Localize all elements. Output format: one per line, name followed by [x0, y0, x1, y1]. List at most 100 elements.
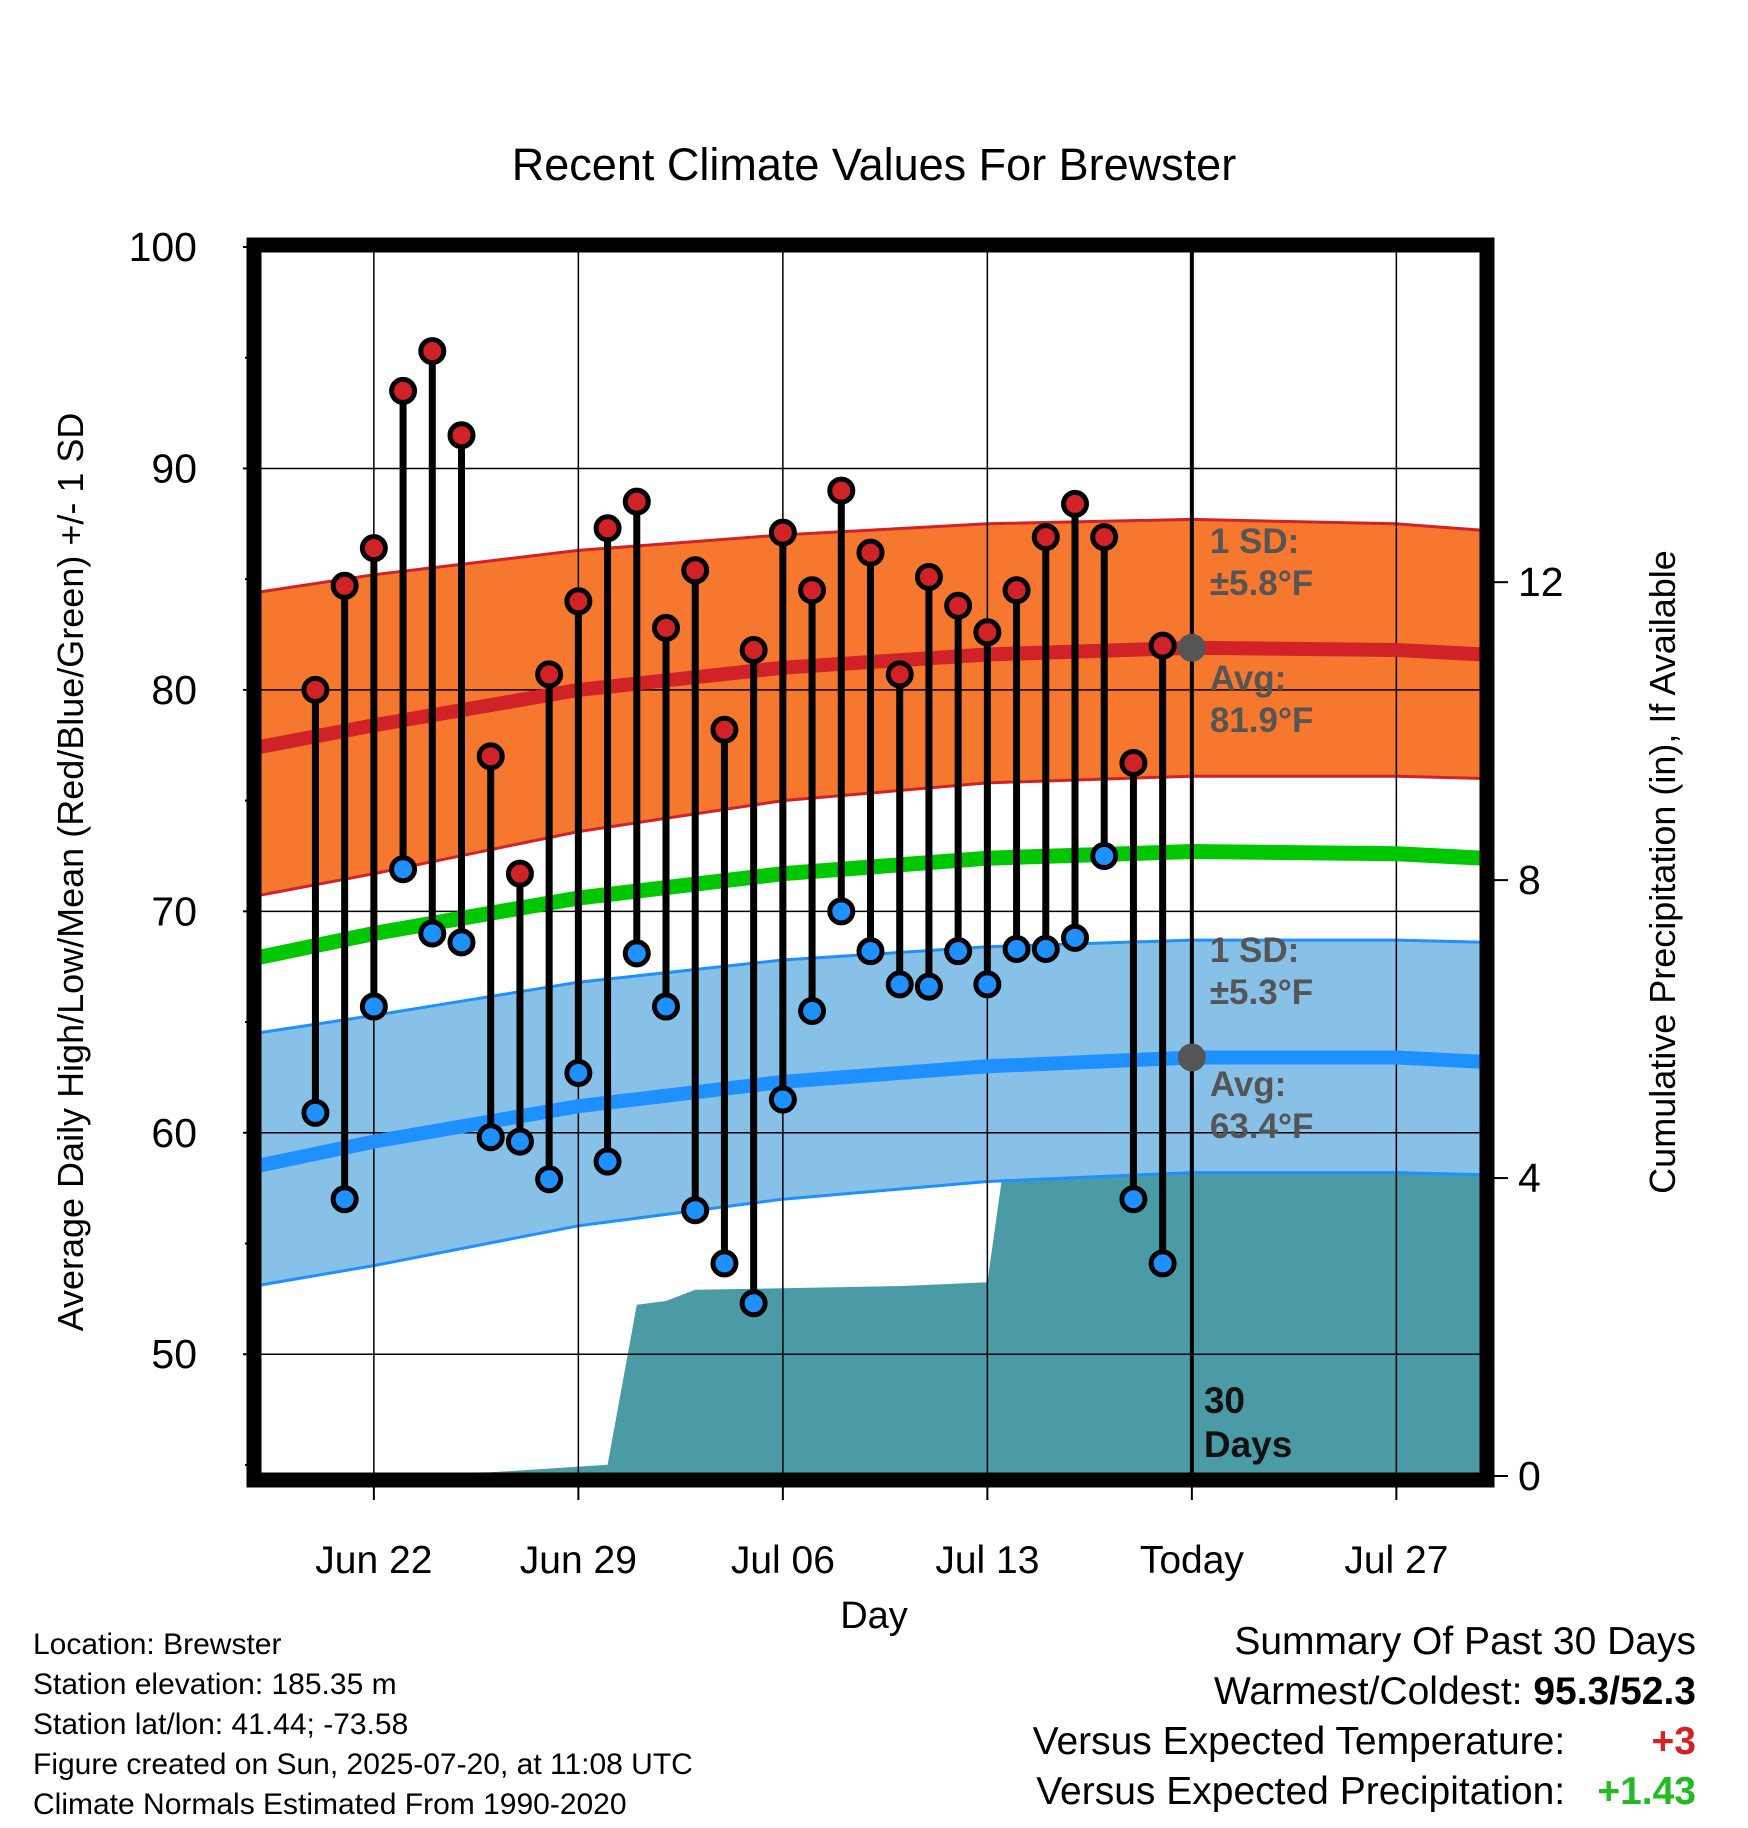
warmest-value: 95.3 [1533, 1670, 1610, 1713]
low-avg-value: 63.4°F [1210, 1107, 1314, 1146]
obs-low-point [476, 1123, 505, 1152]
obs-low-point [827, 897, 856, 926]
y2-tick-label: 4 [1518, 1155, 1541, 1201]
obs-high-point [885, 660, 914, 689]
obs-low-point [885, 970, 914, 999]
obs-high-point [914, 562, 943, 591]
obs-low-point [768, 1085, 797, 1114]
obs-low-point [359, 992, 388, 1021]
obs-low-point [505, 1127, 534, 1156]
coldest-value: 52.3 [1620, 1670, 1696, 1713]
obs-low-point [739, 1289, 768, 1318]
obs-high-point [505, 859, 534, 888]
obs-low-point [535, 1165, 564, 1194]
y2-tick-label: 12 [1518, 559, 1564, 605]
obs-low-point [564, 1058, 593, 1087]
obs-high-point [1119, 748, 1148, 777]
y-axis-label: Average Daily High/Low/Mean (Red/Blue/Gr… [50, 413, 91, 1332]
obs-low-point [681, 1196, 710, 1225]
low-avg-label: Avg: [1210, 1065, 1286, 1104]
obs-high-point [535, 660, 564, 689]
obs-high-point [1090, 523, 1119, 552]
y-tick-label: 70 [151, 888, 197, 934]
obs-high-point [710, 715, 739, 744]
y2-tick-label: 0 [1518, 1453, 1541, 1499]
obs-high-point [768, 518, 797, 547]
obs-high-point [301, 675, 330, 704]
obs-high-point [359, 534, 388, 563]
latlon-text: Station lat/lon: 41.44; -73.58 [33, 1708, 409, 1741]
plot-frame [246, 237, 1495, 1488]
summary-panel: Summary Of Past 30 Days Warmest/Coldest:… [1033, 1617, 1696, 1817]
obs-low-point [622, 939, 651, 968]
x-tick-label: Jul 13 [935, 1539, 1039, 1582]
obs-low-point [301, 1098, 330, 1127]
obs-high-point [856, 538, 885, 567]
x-tick-label: Today [1140, 1539, 1245, 1582]
obs-low-point [1061, 923, 1089, 952]
high-avg-label: Avg: [1210, 659, 1286, 698]
obs-high-point [798, 576, 827, 605]
obs-high-point [622, 487, 651, 516]
today-high-avg-marker [1177, 633, 1206, 662]
low-sd-band [257, 940, 1484, 1286]
obs-high-point [564, 587, 593, 616]
y-tick-label: 60 [151, 1110, 197, 1156]
low-sd-label: 1 SD: [1210, 931, 1299, 970]
obs-low-point [1090, 841, 1119, 870]
location-text: Location: Brewster [33, 1628, 282, 1661]
station-info: Location: Brewster Station elevation: 18… [33, 1625, 693, 1825]
obs-high-point [418, 337, 447, 366]
created-text: Figure created on Sun, 2025-07-20, at 11… [33, 1748, 693, 1781]
y-tick-label: 80 [151, 667, 197, 713]
x-axis-label: Day [840, 1595, 908, 1637]
obs-high-point [973, 618, 1002, 647]
x-tick-label: Jun 22 [315, 1539, 432, 1582]
temp-anomaly-value: +3 [1651, 1720, 1696, 1763]
high-avg-line [255, 640, 1485, 755]
low-sd-lower-line [256, 1171, 1485, 1288]
x-tick-label: Jul 27 [1344, 1539, 1448, 1582]
y2-tick-label: 8 [1518, 857, 1541, 903]
obs-low-point [447, 928, 476, 957]
elevation-text: Station elevation: 185.35 m [33, 1668, 397, 1701]
y-tick-label: 50 [151, 1331, 197, 1377]
warm-cold-values: 95.3/52.3 [1533, 1667, 1696, 1717]
high-sd-label: 1 SD: [1210, 522, 1299, 561]
y-tick-label: 90 [151, 445, 197, 491]
obs-high-point [1061, 489, 1089, 518]
obs-low-point [798, 996, 827, 1025]
obs-high-point [330, 571, 359, 600]
warm-cold-label: Warmest/Coldest: [1214, 1670, 1523, 1713]
obs-high-point [593, 514, 622, 543]
obs-low-point [593, 1147, 622, 1176]
obs-low-point [856, 937, 885, 966]
warm-cold-row: Warmest/Coldest: 95.3/52.3 [1033, 1667, 1696, 1717]
precip-anomaly-row: Versus Expected Precipitation: +1.43 [1033, 1767, 1696, 1817]
y-tick-label: 100 [129, 224, 197, 270]
today-low-avg-marker [1177, 1043, 1206, 1072]
chart-title: Recent Climate Values For Brewster [512, 139, 1236, 190]
obs-low-point [944, 937, 973, 966]
obs-low-point [389, 855, 418, 884]
obs-high-point [389, 376, 418, 405]
summary-title: Summary Of Past 30 Days [1234, 1620, 1696, 1663]
obs-high-point [476, 742, 505, 771]
obs-high-point [652, 613, 680, 642]
high-avg-value: 81.9°F [1210, 701, 1314, 740]
precip-anomaly-value: +1.43 [1597, 1770, 1696, 1813]
low-sd-value: ±5.3°F [1210, 973, 1313, 1012]
obs-low-point [1031, 934, 1060, 963]
obs-low-point [973, 970, 1002, 999]
obs-low-point [652, 992, 680, 1021]
obs-low-point [914, 972, 943, 1001]
obs-high-point [681, 556, 710, 585]
high-sd-value: ±5.8°F [1210, 564, 1313, 603]
obs-high-point [447, 421, 476, 450]
obs-low-point [1148, 1249, 1177, 1278]
temp-anomaly-label: Versus Expected Temperature: [1032, 1720, 1566, 1763]
mean-avg-line [255, 843, 1485, 966]
slash-separator: / [1609, 1670, 1621, 1713]
today-window-label: 30 Days [1204, 1380, 1292, 1465]
